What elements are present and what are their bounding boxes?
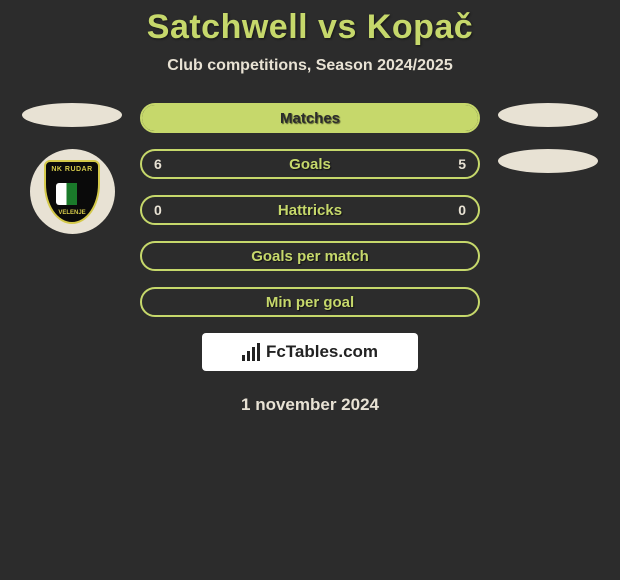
bar-chart-icon: [242, 343, 260, 361]
badge-circle: NK RUDAR VELENJE: [30, 149, 115, 234]
brand-badge: FcTables.com: [202, 333, 418, 371]
right-column: [498, 103, 598, 179]
bar-label: Goals per match: [251, 248, 369, 265]
bar-right-value: 5: [458, 156, 466, 172]
bar-label: Matches: [280, 110, 340, 127]
bar-right-value: 0: [458, 202, 466, 218]
right-placeholder-1: [498, 103, 598, 133]
left-column: NK RUDAR VELENJE: [22, 103, 122, 234]
subtitle: Club competitions, Season 2024/2025: [0, 57, 620, 75]
date-label: 1 november 2024: [0, 395, 620, 415]
brand-text: FcTables.com: [266, 342, 378, 362]
bar-label: Min per goal: [266, 294, 354, 311]
bar-matches: Matches: [140, 103, 480, 133]
stat-bars: Matches 6 Goals 5 0 Hattricks 0 Goals pe…: [140, 103, 480, 317]
ellipse-icon: [498, 103, 598, 127]
bar-left-value: 0: [154, 202, 162, 218]
ellipse-icon: [22, 103, 122, 127]
left-placeholder-1: [22, 103, 122, 133]
shield-top-text: NK RUDAR: [51, 166, 92, 173]
page-title: Satchwell vs Kopač: [0, 8, 620, 47]
bar-left-value: 6: [154, 156, 162, 172]
shield-stripes: [56, 183, 88, 205]
team-badge-left: NK RUDAR VELENJE: [22, 149, 122, 234]
bar-label: Goals: [289, 156, 331, 173]
comparison-card: Satchwell vs Kopač Club competitions, Se…: [0, 0, 620, 415]
bar-goals-per-match: Goals per match: [140, 241, 480, 271]
shield-bottom-text: VELENJE: [58, 210, 85, 216]
bar-min-per-goal: Min per goal: [140, 287, 480, 317]
main-row: NK RUDAR VELENJE Matches 6 Goals 5 0 Hat…: [0, 103, 620, 317]
bar-label: Hattricks: [278, 202, 342, 219]
club-shield-icon: NK RUDAR VELENJE: [44, 160, 100, 224]
ellipse-icon: [498, 149, 598, 173]
right-placeholder-2: [498, 149, 598, 179]
bar-goals: 6 Goals 5: [140, 149, 480, 179]
bar-hattricks: 0 Hattricks 0: [140, 195, 480, 225]
